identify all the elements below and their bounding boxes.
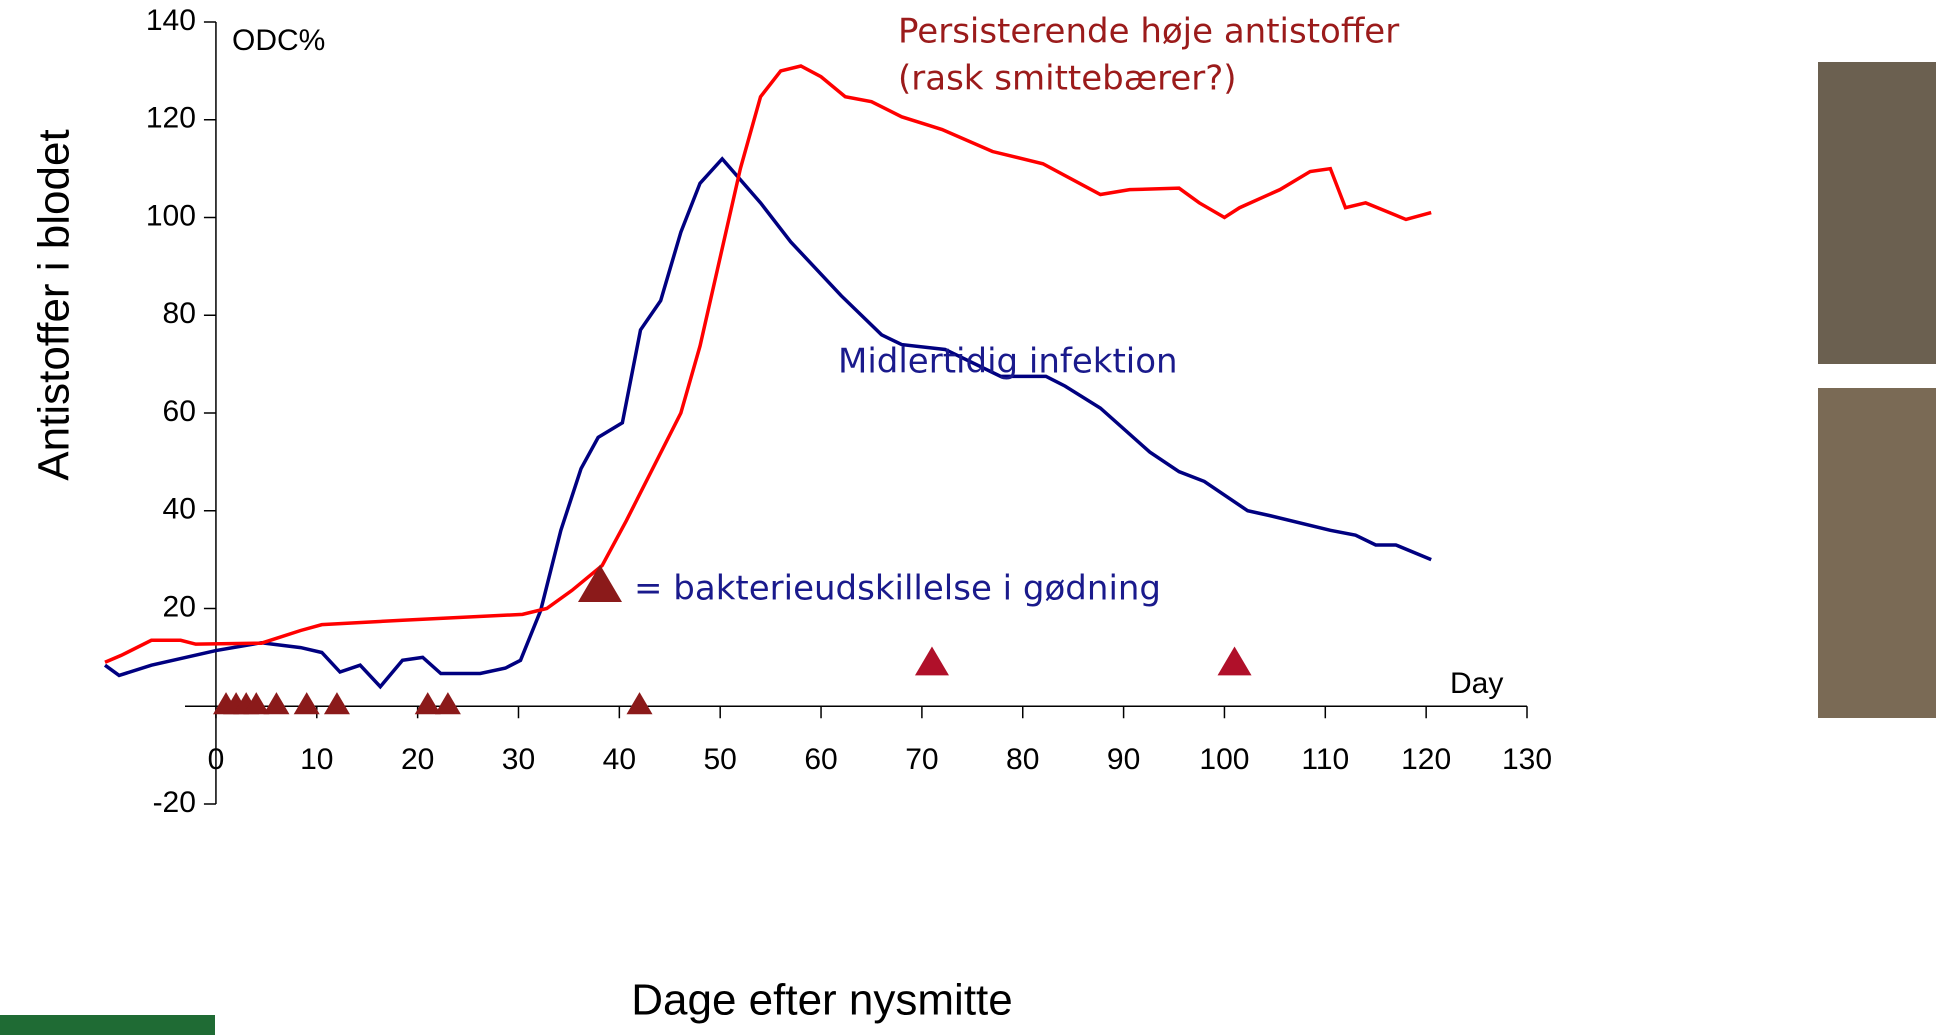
x-tick-label: 90: [1107, 743, 1140, 776]
y-tick-label: -20: [153, 786, 196, 819]
triangle-marker: [914, 646, 949, 676]
line-series: [103, 156, 1432, 690]
x-axis-label: Dage efter nysmitte: [631, 976, 1013, 1025]
triangle-marker: [293, 692, 320, 715]
x-tick-label: 30: [502, 743, 535, 776]
annotation: Persisterende høje antistoffer: [898, 12, 1399, 52]
x-tick-label: 20: [401, 743, 434, 776]
annotation: (rask smittebærer?): [898, 59, 1237, 99]
x-tick-label: 40: [603, 743, 636, 776]
x-tick-label: 10: [300, 743, 333, 776]
annotation: = bakterieudskillelse i gødning: [634, 569, 1161, 609]
x-tick-label: 110: [1301, 743, 1349, 776]
y-tick-label: 40: [163, 493, 196, 526]
annotation: Midlertidig infektion: [838, 342, 1178, 382]
x-tick-label: 70: [905, 743, 938, 776]
x-unit-label: Day: [1450, 667, 1503, 700]
x-tick-label: 100: [1199, 743, 1249, 776]
triangle-marker: [263, 692, 290, 715]
triangle-marker: [578, 564, 622, 602]
x-tick-label: 80: [1006, 743, 1039, 776]
y-tick-label: 140: [146, 4, 196, 37]
logo: [0, 1015, 215, 1035]
y-tick-label: 20: [163, 590, 196, 623]
triangle-marker: [626, 692, 653, 715]
triangle-marker: [434, 692, 461, 715]
x-tick-label: 120: [1401, 743, 1451, 776]
x-tick-label: 60: [804, 743, 837, 776]
triangle-marker: [1217, 646, 1252, 676]
triangle-marker: [323, 692, 350, 715]
y-tick-label: 60: [163, 395, 196, 428]
x-tick-label: 0: [208, 743, 225, 776]
triangle-marker: [243, 692, 270, 715]
y-tick-label: 120: [146, 102, 196, 135]
unit-label: ODC%: [232, 24, 325, 57]
x-tick-label: 130: [1502, 743, 1552, 776]
y-tick-label: 100: [146, 199, 196, 232]
photo: [1818, 388, 1936, 718]
photo: [1818, 62, 1936, 364]
y-tick-label: 80: [163, 297, 196, 330]
line-series: [104, 64, 1432, 664]
triangle-marker: [414, 692, 441, 715]
x-tick-label: 50: [704, 743, 737, 776]
y-axis-label: Antistoffer i blodet: [30, 129, 79, 480]
